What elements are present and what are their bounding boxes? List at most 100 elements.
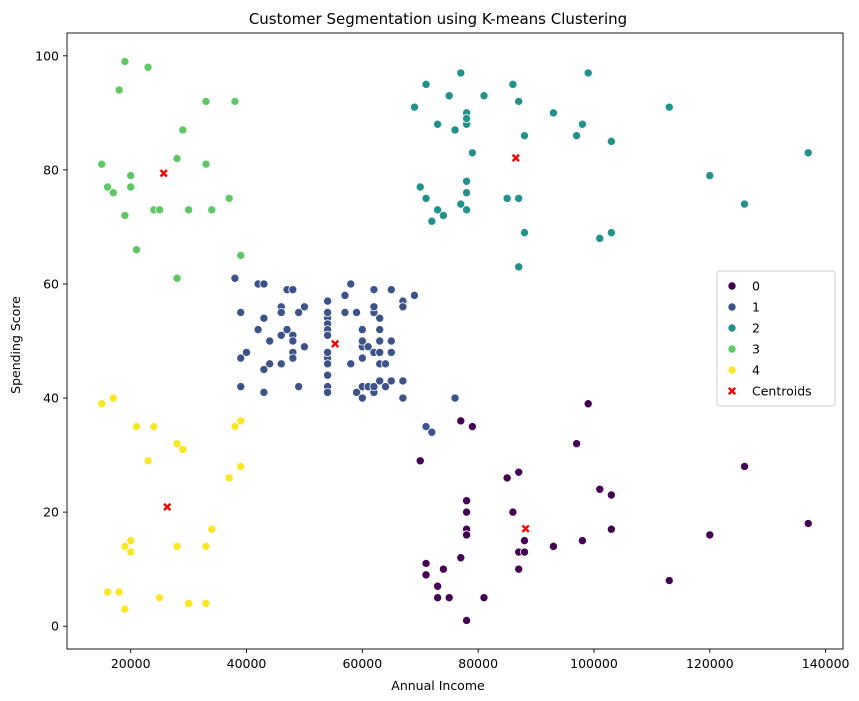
data-point — [508, 507, 518, 517]
data-point — [514, 262, 524, 272]
data-point — [398, 376, 408, 386]
legend-marker — [727, 302, 737, 312]
data-point — [450, 125, 460, 135]
data-point — [103, 182, 113, 192]
data-point — [323, 307, 333, 317]
data-point — [409, 290, 419, 300]
data-point — [375, 376, 385, 386]
data-point — [433, 119, 443, 129]
data-point — [259, 313, 269, 323]
data-point — [508, 79, 518, 89]
data-point — [126, 171, 136, 181]
data-point — [572, 131, 582, 141]
data-point — [323, 347, 333, 357]
data-point — [375, 313, 385, 323]
data-point — [519, 228, 529, 238]
data-point — [120, 211, 130, 221]
data-point — [444, 91, 454, 101]
data-point — [803, 519, 813, 529]
x-tick-label: 60000 — [342, 656, 382, 671]
series-1 — [230, 273, 460, 437]
data-point — [155, 205, 165, 215]
data-point — [259, 365, 269, 375]
data-point — [398, 302, 408, 312]
data-point — [155, 593, 165, 603]
data-point — [114, 587, 124, 597]
legend-label: 2 — [752, 321, 760, 336]
centroid-marker — [511, 153, 520, 162]
data-point — [514, 467, 524, 477]
data-point — [276, 359, 286, 369]
data-point — [456, 553, 466, 563]
data-point — [450, 393, 460, 403]
data-point — [456, 416, 466, 426]
data-point — [514, 96, 524, 106]
data-point — [456, 199, 466, 209]
data-point — [126, 182, 136, 192]
data-point — [548, 108, 558, 118]
data-point — [236, 250, 246, 260]
data-point — [386, 347, 396, 357]
data-point — [595, 484, 605, 494]
legend-label: 1 — [752, 300, 760, 315]
data-point — [172, 541, 182, 551]
data-point — [381, 359, 391, 369]
data-point — [340, 307, 350, 317]
data-point — [201, 598, 211, 608]
legend-marker — [727, 386, 737, 396]
data-point — [740, 199, 750, 209]
data-point — [201, 159, 211, 169]
data-point — [207, 205, 217, 215]
data-point — [259, 387, 269, 397]
chart-title: Customer Segmentation using K-means Clus… — [249, 10, 627, 28]
data-point — [548, 541, 558, 551]
data-point — [369, 285, 379, 295]
series-4 — [97, 393, 246, 614]
data-point — [299, 302, 309, 312]
data-point — [323, 370, 333, 380]
x-tick-label: 80000 — [458, 656, 498, 671]
data-point — [230, 422, 240, 432]
data-point — [178, 444, 188, 454]
data-point — [369, 382, 379, 392]
data-point — [514, 193, 524, 203]
data-point — [288, 336, 298, 346]
data-point — [583, 68, 593, 78]
data-point — [149, 422, 159, 432]
data-point — [462, 176, 472, 186]
data-point — [323, 387, 333, 397]
data-point — [479, 593, 489, 603]
data-point — [265, 359, 275, 369]
legend-marker — [727, 281, 737, 291]
data-point — [357, 325, 367, 335]
data-point — [242, 347, 252, 357]
legend-label: 3 — [752, 342, 760, 357]
data-point — [224, 473, 234, 483]
data-point — [357, 336, 367, 346]
series-3 — [97, 57, 246, 283]
x-tick-label: 140000 — [802, 656, 850, 671]
data-point — [606, 136, 616, 146]
centroid-marker — [163, 502, 172, 512]
data-point — [386, 376, 396, 386]
data-point — [502, 473, 512, 483]
data-point — [172, 273, 182, 283]
data-point — [288, 285, 298, 295]
data-point — [178, 125, 188, 135]
data-point — [97, 399, 107, 409]
data-point — [288, 353, 298, 363]
data-point — [421, 79, 431, 89]
y-tick-label: 100 — [35, 48, 59, 63]
series-0 — [415, 399, 813, 625]
data-point — [294, 382, 304, 392]
data-point — [421, 570, 431, 580]
data-point — [131, 245, 141, 255]
data-point — [444, 593, 454, 603]
data-point — [462, 496, 472, 506]
data-point — [323, 359, 333, 369]
data-point — [126, 536, 136, 546]
data-point — [357, 353, 367, 363]
data-point — [120, 57, 130, 67]
centroid-marker — [521, 524, 530, 533]
data-point — [421, 558, 431, 568]
